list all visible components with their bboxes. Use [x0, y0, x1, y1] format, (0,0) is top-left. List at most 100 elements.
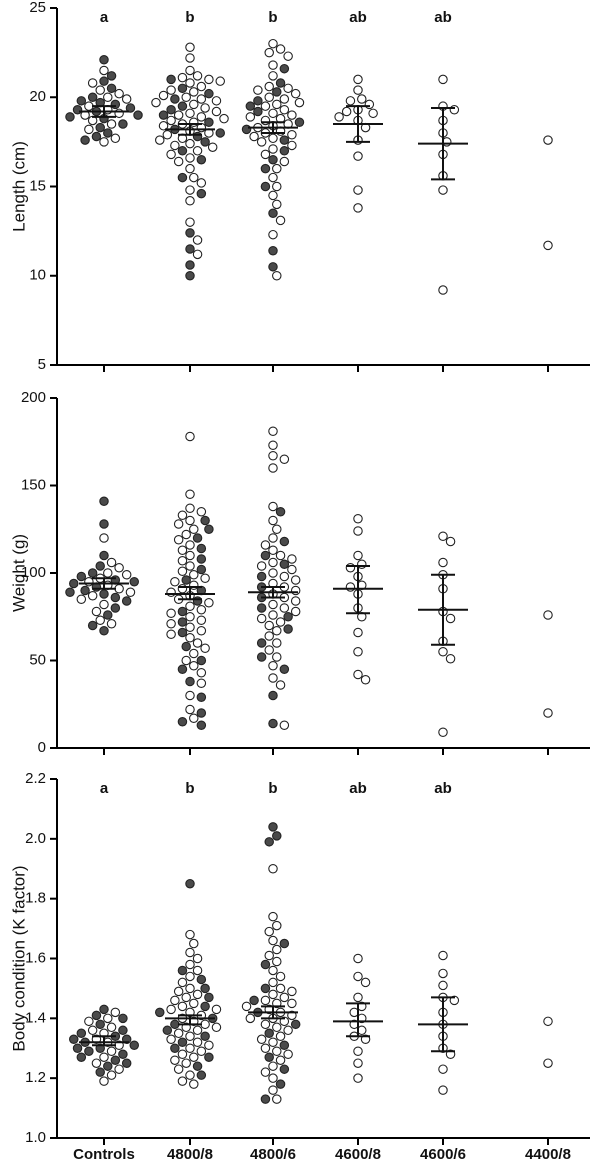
filled-point [185, 228, 195, 238]
open-point [177, 510, 188, 520]
y-tick-label: 25 [29, 0, 46, 16]
open-point [200, 573, 210, 583]
open-point [181, 1058, 191, 1068]
open-point [170, 1055, 180, 1065]
open-point [121, 569, 132, 580]
y-tick-label: 100 [21, 564, 46, 581]
open-point [196, 81, 207, 92]
open-point [543, 1058, 553, 1068]
filled-point [91, 1010, 102, 1021]
open-point [166, 149, 176, 160]
filled-point [196, 720, 207, 730]
filled-point [279, 938, 290, 949]
filled-point [95, 561, 105, 571]
x-tick-label: 4800/6 [250, 1146, 296, 1163]
open-point [279, 156, 290, 167]
filled-point [155, 1007, 165, 1018]
open-point [185, 489, 195, 499]
open-point [268, 515, 278, 526]
filled-point [95, 1019, 105, 1030]
open-point [353, 1046, 363, 1056]
filled-point [294, 117, 305, 127]
filled-point [121, 596, 132, 606]
y-tick-label: 2.2 [25, 770, 46, 787]
open-point [192, 953, 203, 964]
open-point [290, 596, 301, 606]
open-point [84, 576, 94, 587]
open-point [268, 190, 278, 201]
filled-point [272, 87, 282, 97]
filled-point [196, 564, 207, 575]
open-point [110, 133, 121, 144]
open-point [207, 142, 218, 152]
filled-point [268, 208, 278, 219]
filled-point [185, 878, 195, 889]
open-point [185, 78, 195, 88]
open-point [272, 638, 282, 648]
open-point [445, 536, 456, 547]
open-point [192, 989, 203, 1000]
x-tick-label: 4800/8 [167, 1146, 213, 1163]
filled-point [283, 611, 293, 622]
open-point [438, 950, 448, 961]
open-point [185, 431, 195, 442]
open-point [173, 519, 184, 529]
filled-point [118, 1049, 128, 1059]
open-point [196, 678, 207, 688]
open-point [268, 133, 278, 144]
open-point [260, 1043, 271, 1054]
open-point [353, 151, 363, 161]
open-point [177, 977, 188, 988]
open-point [177, 583, 188, 594]
open-point [283, 51, 293, 61]
filled-point [185, 260, 195, 270]
open-point [114, 88, 124, 99]
open-point [185, 704, 195, 715]
open-point [543, 240, 553, 251]
open-point [268, 1061, 278, 1071]
filled-point [76, 1028, 87, 1039]
open-point [106, 618, 117, 629]
open-point [200, 1019, 210, 1030]
open-point [272, 270, 282, 281]
filled-point [260, 550, 271, 561]
filled-point [249, 995, 259, 1006]
open-point [360, 977, 371, 988]
filled-point [275, 506, 286, 517]
x-tick-label: Controls [73, 1146, 135, 1163]
y-tick-label: 1.4 [25, 1009, 46, 1026]
open-point [268, 463, 278, 473]
filled-point [279, 146, 290, 156]
open-point [99, 65, 109, 76]
y-tick-label: 1.6 [25, 949, 46, 966]
filled-point [200, 1031, 210, 1042]
x-tick-label: 4600/6 [420, 1146, 466, 1163]
open-point [173, 156, 184, 167]
open-point [353, 992, 363, 1003]
filled-point [185, 270, 195, 281]
open-point [287, 564, 297, 575]
filled-point [272, 831, 282, 841]
open-point [279, 720, 290, 730]
open-point [260, 149, 271, 160]
open-point [268, 1085, 278, 1095]
open-point [364, 99, 375, 110]
open-point [87, 1025, 98, 1036]
open-point [279, 454, 290, 464]
open-point [114, 1064, 124, 1074]
open-point [260, 101, 271, 111]
filled-point [215, 128, 225, 138]
open-point [353, 971, 363, 982]
filled-point [76, 1052, 87, 1062]
filled-point [196, 554, 207, 564]
open-point [268, 863, 278, 874]
open-point [268, 1073, 278, 1083]
open-point [189, 99, 199, 110]
open-point [211, 1022, 222, 1033]
open-point [260, 995, 271, 1006]
open-point [106, 1070, 117, 1080]
open-point [268, 660, 278, 671]
filled-point [200, 983, 210, 994]
open-point [181, 529, 191, 540]
y-tick-label: 1.0 [25, 1129, 46, 1146]
